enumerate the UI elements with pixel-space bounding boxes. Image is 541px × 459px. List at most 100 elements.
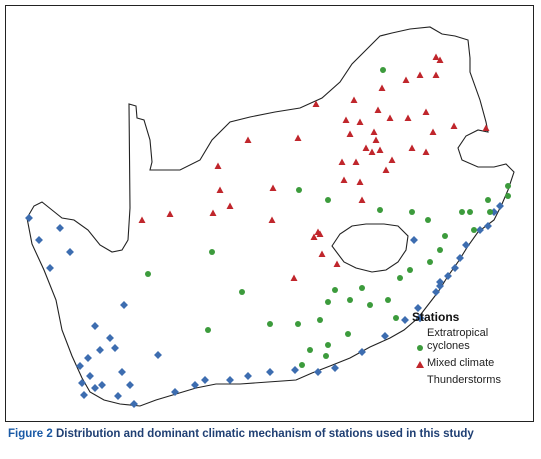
station-thunderstorm-marker [388, 156, 396, 163]
station-mixed-marker [442, 233, 448, 239]
station-mixed-marker [487, 209, 493, 215]
station-thunderstorm-marker [269, 184, 277, 191]
station-thunderstorm-marker [290, 274, 298, 281]
station-mixed-marker [407, 267, 413, 273]
station-mixed-marker [145, 271, 151, 277]
station-mixed-marker [425, 217, 431, 223]
station-thunderstorm-marker [350, 96, 358, 103]
station-thunderstorm-marker [312, 100, 320, 107]
station-mixed-marker [377, 207, 383, 213]
station-thunderstorm-marker [378, 84, 386, 91]
station-mixed-marker [397, 275, 403, 281]
station-extratropical-marker [154, 351, 162, 359]
station-mixed-marker [239, 289, 245, 295]
station-thunderstorm-marker [432, 71, 440, 78]
station-extratropical-marker [314, 368, 322, 376]
station-thunderstorm-marker [436, 56, 444, 63]
station-thunderstorm-marker [226, 202, 234, 209]
station-mixed-marker [345, 331, 351, 337]
station-thunderstorm-marker [408, 144, 416, 151]
station-thunderstorm-marker [138, 216, 146, 223]
station-mixed-marker [367, 302, 373, 308]
station-mixed-marker [325, 342, 331, 348]
station-thunderstorm-marker [294, 134, 302, 141]
station-extratropical-marker [410, 236, 418, 244]
station-mixed-marker [385, 297, 391, 303]
station-thunderstorm-marker [402, 76, 410, 83]
station-thunderstorm-marker [356, 178, 364, 185]
station-mixed-marker [296, 187, 302, 193]
legend-label: Thunderstorms [427, 374, 501, 386]
station-extratropical-marker [130, 400, 138, 408]
legend-item-mixed: Mixed climate [412, 357, 532, 370]
station-mixed-marker [295, 321, 301, 327]
station-extratropical-marker [476, 226, 484, 234]
station-mixed-marker [471, 227, 477, 233]
station-thunderstorm-marker [340, 176, 348, 183]
station-extratropical-marker [381, 332, 389, 340]
station-thunderstorm-marker [372, 136, 380, 143]
station-extratropical-marker [226, 376, 234, 384]
legend-title: Stations [412, 310, 460, 324]
station-thunderstorm-marker [368, 148, 376, 155]
station-extratropical-marker [436, 282, 444, 290]
station-extratropical-marker [80, 391, 88, 399]
station-thunderstorm-marker [316, 230, 324, 237]
station-thunderstorm-marker [310, 233, 318, 240]
station-thunderstorm-marker [214, 162, 222, 169]
station-thunderstorm-marker [352, 158, 360, 165]
station-mixed-marker [409, 209, 415, 215]
station-extratropical-marker [266, 368, 274, 376]
station-extratropical-marker [331, 364, 339, 372]
station-thunderstorm-marker [376, 146, 384, 153]
station-extratropical-marker [66, 248, 74, 256]
station-mixed-marker [205, 327, 211, 333]
station-thunderstorm-marker [416, 71, 424, 78]
legend-label: Mixed climate [427, 357, 495, 369]
station-thunderstorm-marker [450, 122, 458, 129]
lesotho-outline [331, 223, 409, 273]
station-mixed-marker [359, 285, 365, 291]
station-mixed-marker [393, 315, 399, 321]
station-extratropical-marker [244, 372, 252, 380]
station-thunderstorm-marker [362, 144, 370, 151]
station-mixed-marker [459, 209, 465, 215]
station-mixed-marker [209, 249, 215, 255]
station-extratropical-marker [444, 272, 452, 280]
station-thunderstorm-marker [382, 166, 390, 173]
station-thunderstorm-marker [374, 106, 382, 113]
station-mixed-marker [325, 299, 331, 305]
station-mixed-marker [505, 193, 511, 199]
legend-circle-icon [417, 345, 423, 351]
station-thunderstorm-marker [333, 260, 341, 267]
caption-text: Distribution and dominant climatic mecha… [55, 428, 474, 440]
station-thunderstorm-marker [342, 116, 350, 123]
station-mixed-marker [323, 353, 329, 359]
station-thunderstorm-marker [358, 196, 366, 203]
legend-item-thunderstorms: Thunderstorms [412, 374, 532, 387]
station-extratropical-marker [171, 388, 179, 396]
station-thunderstorm-marker [346, 130, 354, 137]
station-extratropical-marker [291, 366, 299, 374]
station-extratropical-marker [191, 381, 199, 389]
station-extratropical-marker [432, 288, 440, 296]
station-thunderstorm-marker [318, 250, 326, 257]
figure-caption: Figure 2 Distribution and dominant clima… [8, 428, 474, 440]
station-mixed-marker [347, 297, 353, 303]
station-thunderstorm-marker [386, 114, 394, 121]
station-extratropical-marker [451, 264, 459, 272]
station-extratropical-marker [358, 348, 366, 356]
station-thunderstorm-marker [422, 148, 430, 155]
figure-label: Figure 2 [8, 428, 53, 440]
legend-item-extratropical: Extratropical cyclones [412, 327, 513, 353]
station-mixed-marker [505, 183, 511, 189]
station-mixed-marker [437, 247, 443, 253]
station-mixed-marker [380, 67, 386, 73]
station-extratropical-marker [414, 304, 422, 312]
station-mixed-marker [307, 347, 313, 353]
station-thunderstorm-marker [216, 186, 224, 193]
station-mixed-marker [267, 321, 273, 327]
legend-label: Extratropical cyclones [427, 327, 489, 352]
station-mixed-marker [299, 362, 305, 368]
